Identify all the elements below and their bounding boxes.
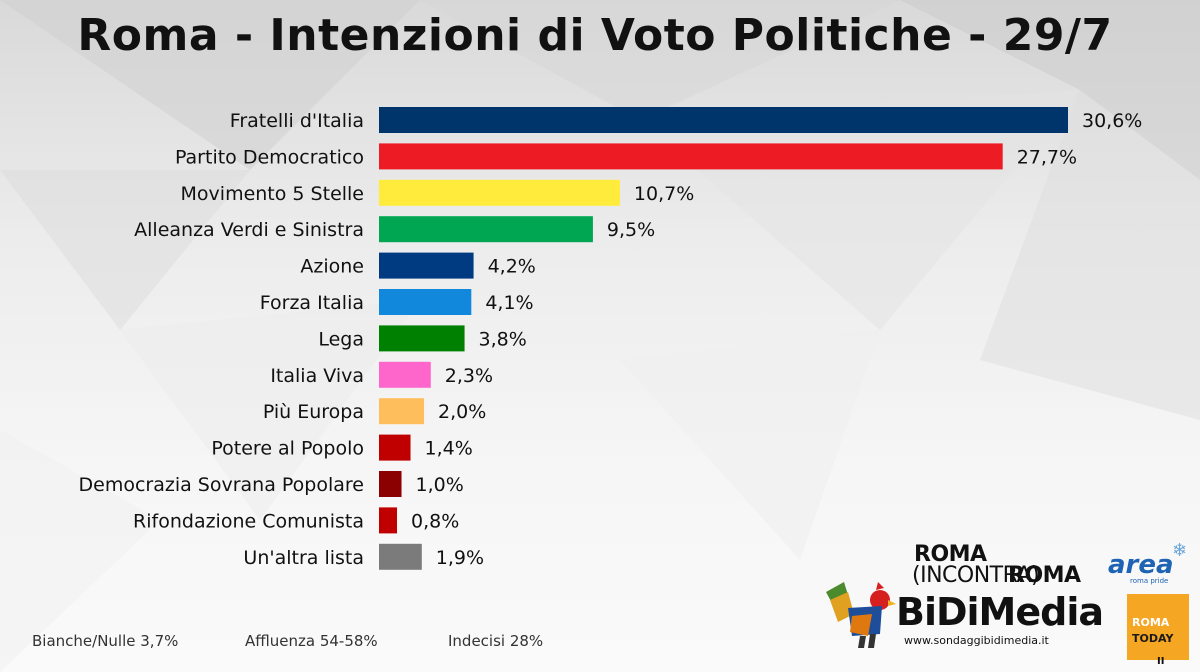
category-label-alleanza-verdi-e-sinistra: Alleanza Verdi e Sinistra <box>134 219 364 241</box>
bar-movimento-5-stelle <box>379 179 620 206</box>
area-roma-pride-logo: area roma pride ❄ <box>1108 540 1190 588</box>
bar-italia-viva <box>379 361 431 388</box>
bidimedia-url: www.sondaggibidimedia.it <box>904 634 1049 647</box>
roma-today-mark: II <box>1157 656 1165 667</box>
category-label-italia-viva: Italia Viva <box>270 365 364 387</box>
bar-partito-democratico <box>379 143 1003 170</box>
value-label-movimento-5-stelle: 10,7% <box>634 183 694 205</box>
value-label-forza-italia: 4,1% <box>485 292 533 314</box>
bar-potere-al-popolo <box>379 434 411 461</box>
bar-rifondazione-comunista <box>379 507 398 534</box>
bidimedia-logo: BiDiMedia www.sondaggibidimedia.it <box>822 578 1122 650</box>
bar-lega <box>379 325 465 352</box>
value-label-rifondazione-comunista: 0,8% <box>411 510 459 532</box>
value-label-democrazia-sovrana-popolare: 1,0% <box>416 474 464 496</box>
turnout: Affluenza 54-58% <box>245 632 378 650</box>
category-label-democrazia-sovrana-popolare: Democrazia Sovrana Popolare <box>79 474 365 496</box>
category-label-rifondazione-comunista: Rifondazione Comunista <box>133 510 364 532</box>
chart-title: Roma - Intenzioni di Voto Politiche - 29… <box>77 10 1113 61</box>
category-label-azione: Azione <box>300 256 364 278</box>
category-label-piu-europa: Più Europa <box>263 401 364 423</box>
value-label-piu-europa: 2,0% <box>438 401 486 423</box>
roma-today-word-today: TODAY <box>1132 632 1174 645</box>
rir-logo-end: ROMA <box>1008 563 1081 588</box>
value-label-alleanza-verdi-e-sinistra: 9,5% <box>607 219 655 241</box>
category-label-movimento-5-stelle: Movimento 5 Stelle <box>181 183 364 205</box>
bidimedia-wordmark: BiDiMedia <box>896 590 1104 634</box>
value-label-azione: 4,2% <box>488 256 536 278</box>
value-label-lega: 3,8% <box>479 328 527 350</box>
rooster-icon <box>826 582 896 648</box>
bar-alleanza-verdi-e-sinistra <box>379 216 593 243</box>
value-label-italia-viva: 2,3% <box>445 365 493 387</box>
category-label-partito-democratico: Partito Democratico <box>175 146 364 168</box>
category-label-forza-italia: Forza Italia <box>260 292 364 314</box>
rir-logo-top: ROMA <box>914 542 987 567</box>
value-label-un-altra-lista: 1,9% <box>436 547 484 569</box>
roma-incontra-roma-logo: ROMA (INCONTRA) ROMA <box>912 542 1098 590</box>
rir-logo-mid: (INCONTRA) <box>912 563 1040 588</box>
area-logo-sub: roma pride <box>1130 577 1169 585</box>
roma-today-logo: ROMA TODAY II <box>1127 594 1189 670</box>
category-label-potere-al-popolo: Potere al Popolo <box>211 438 364 460</box>
area-logo-word: area <box>1108 550 1174 580</box>
bar-democrazia-sovrana-popolare <box>379 471 402 497</box>
bar-forza-italia <box>379 289 472 315</box>
category-label-lega: Lega <box>318 328 364 350</box>
roma-today-box <box>1127 594 1189 660</box>
value-label-partito-democratico: 27,7% <box>1017 146 1077 168</box>
value-label-potere-al-popolo: 1,4% <box>425 438 473 460</box>
value-label-fratelli-d-italia: 30,6% <box>1082 110 1142 132</box>
bar-azione <box>379 252 474 279</box>
bar-un-altra-lista <box>379 543 422 570</box>
roma-today-word-roma: ROMA <box>1132 616 1170 629</box>
blank-null-votes: Bianche/Nulle 3,7% <box>32 632 179 650</box>
category-label-un-altra-lista: Un'altra lista <box>243 547 364 569</box>
snowflake-icon: ❄ <box>1172 540 1188 561</box>
category-label-fratelli-d-italia: Fratelli d'Italia <box>230 110 364 132</box>
undecided: Indecisi 28% <box>448 632 544 650</box>
bar-piu-europa <box>379 398 425 425</box>
bar-fratelli-d-italia <box>379 107 1068 133</box>
